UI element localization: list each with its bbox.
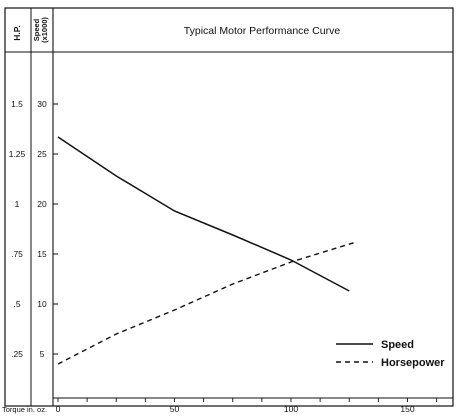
hp-tick-label: .75 [11, 249, 23, 259]
legend-horsepower-label: Horsepower [381, 357, 445, 369]
x-tick-label: 0 [56, 404, 61, 414]
x-tick-label: 150 [400, 404, 414, 414]
speed-tick-label: 5 [40, 349, 45, 359]
hp-tick-label: 1 [15, 199, 20, 209]
hp-tick-label: .5 [13, 299, 20, 309]
hp-tick-label: .25 [11, 349, 23, 359]
hp-tick-label: 1.5 [11, 99, 23, 109]
x-tick-label: 50 [170, 404, 180, 414]
horsepower-series-line [57, 241, 357, 365]
x-axis-label: Torque in. oz. [2, 405, 47, 414]
speed-header-label-line1: Speed [32, 18, 41, 41]
speed-tick-label: 10 [37, 299, 47, 309]
speed-tick-label: 20 [37, 199, 47, 209]
speed-axis-ticks: 30 25 20 15 10 5 [37, 99, 58, 359]
chart-title: Typical Motor Performance Curve [184, 25, 341, 37]
speed-series-line [57, 136, 350, 292]
hp-tick-label: 1.25 [9, 149, 26, 159]
hp-header-label: H.P. [12, 25, 22, 40]
hp-axis-ticks: 1.5 1.25 1 .75 .5 .25 [9, 99, 26, 359]
speed-tick-label: 15 [37, 249, 47, 259]
x-tick-label: 100 [284, 404, 298, 414]
speed-tick-label: 25 [37, 149, 47, 159]
speed-header-label-line2: (x1000) [40, 17, 49, 43]
chart-border [4, 7, 454, 407]
speed-tick-label: 30 [37, 99, 47, 109]
chart-legend: Speed Horsepower [336, 339, 445, 369]
legend-speed-label: Speed [381, 339, 414, 351]
x-axis-ticks: 0 50 100 150 [56, 398, 438, 414]
